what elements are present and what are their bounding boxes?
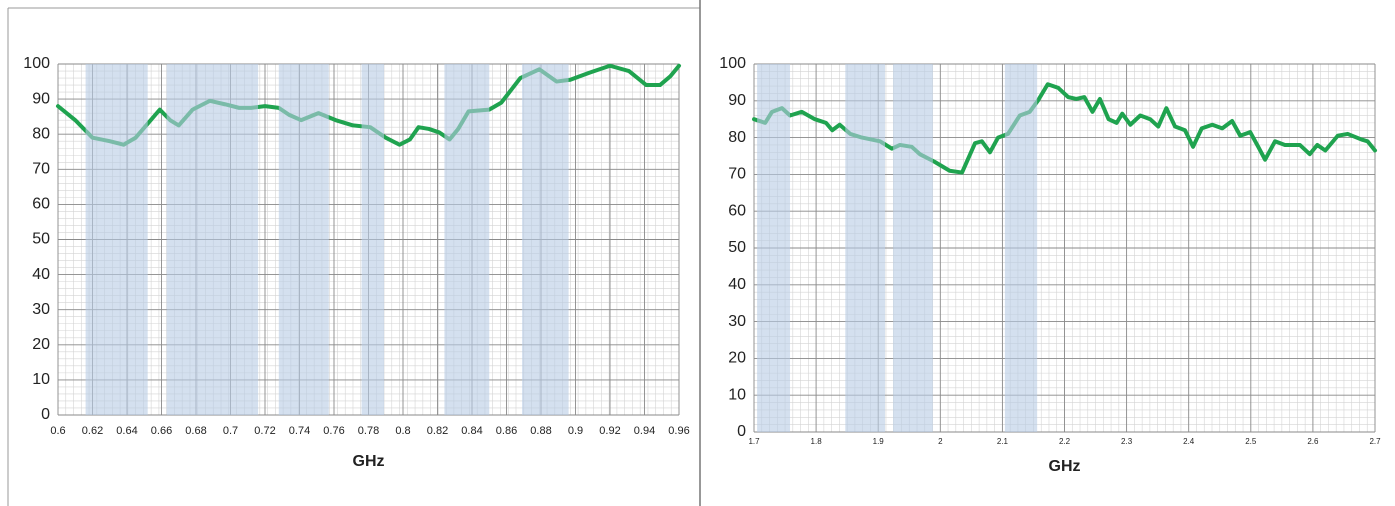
shaded-band (845, 64, 886, 432)
y-tick-label: 100 (719, 55, 746, 72)
x-tick-label: 0.6 (50, 425, 65, 437)
shaded-band (166, 64, 259, 415)
x-tick-label: 2.3 (1121, 437, 1133, 446)
y-tick-label: 50 (728, 239, 746, 256)
y-tick-label: 60 (32, 196, 50, 213)
x-axis-title: GHz (1049, 458, 1081, 475)
x-tick-label: 0.9 (568, 425, 583, 437)
y-tick-label: 0 (41, 406, 50, 423)
y-tick-label: 100 (23, 55, 50, 72)
y-tick-label: 20 (728, 350, 746, 367)
x-tick-label: 1.8 (811, 437, 823, 446)
shaded-band (522, 64, 569, 415)
shaded-band (893, 64, 933, 432)
y-tick-label: 0 (737, 423, 746, 440)
y-tick-label: 80 (32, 125, 50, 142)
y-tick-label: 70 (728, 166, 746, 183)
x-tick-label: 0.92 (599, 425, 620, 437)
y-tick-label: 50 (32, 231, 50, 248)
x-tick-label: 0.84 (461, 425, 482, 437)
x-tick-label: 2 (938, 437, 943, 446)
shaded-band (361, 64, 385, 415)
y-tick-label: 80 (728, 129, 746, 146)
shaded-band (444, 64, 490, 415)
x-tick-label: 0.74 (289, 425, 310, 437)
shaded-band (85, 64, 148, 415)
shaded-band (278, 64, 329, 415)
x-tick-label: 0.94 (634, 425, 655, 437)
x-tick-label: 2.1 (997, 437, 1009, 446)
x-tick-label: 2.7 (1369, 437, 1381, 446)
x-tick-label: 2.4 (1183, 437, 1195, 446)
y-tick-label: 20 (32, 336, 50, 353)
y-tick-label: 30 (32, 301, 50, 318)
y-tick-label: 70 (32, 161, 50, 178)
x-tick-label: 1.7 (748, 437, 760, 446)
x-tick-label: 0.62 (82, 425, 103, 437)
y-tick-label: 10 (32, 371, 50, 388)
x-tick-label: 0.64 (116, 425, 137, 437)
x-tick-label: 0.66 (151, 425, 172, 437)
x-tick-label: 0.78 (358, 425, 379, 437)
x-tick-label: 0.76 (323, 425, 344, 437)
y-tick-label: 10 (728, 386, 746, 403)
y-tick-label: 60 (728, 202, 746, 219)
x-tick-label: 2.2 (1059, 437, 1071, 446)
x-tick-label: 2.5 (1245, 437, 1257, 446)
x-tick-label: 0.7 (223, 425, 238, 437)
y-tick-label: 40 (32, 266, 50, 283)
y-tick-label: 30 (728, 313, 746, 330)
x-tick-label: 1.9 (873, 437, 885, 446)
y-tick-label: 90 (32, 90, 50, 107)
y-tick-label: 40 (728, 276, 746, 293)
shaded-band (757, 64, 791, 432)
x-tick-label: 0.72 (254, 425, 275, 437)
shaded-band (1004, 64, 1038, 432)
x-tick-label: 0.68 (185, 425, 206, 437)
y-tick-label: 90 (728, 92, 746, 109)
x-tick-label: 0.8 (395, 425, 410, 437)
x-axis-title: GHz (353, 453, 385, 470)
x-tick-label: 0.96 (668, 425, 689, 437)
x-tick-label: 2.6 (1307, 437, 1319, 446)
x-tick-label: 0.88 (530, 425, 551, 437)
x-tick-label: 0.86 (496, 425, 517, 437)
x-tick-label: 0.82 (427, 425, 448, 437)
